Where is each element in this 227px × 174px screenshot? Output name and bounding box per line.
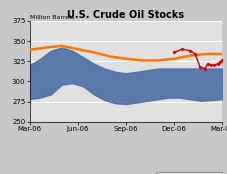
Text: Million Barrels: Million Barrels (30, 15, 74, 20)
Title: U.S. Crude Oil Stocks: U.S. Crude Oil Stocks (67, 10, 185, 20)
